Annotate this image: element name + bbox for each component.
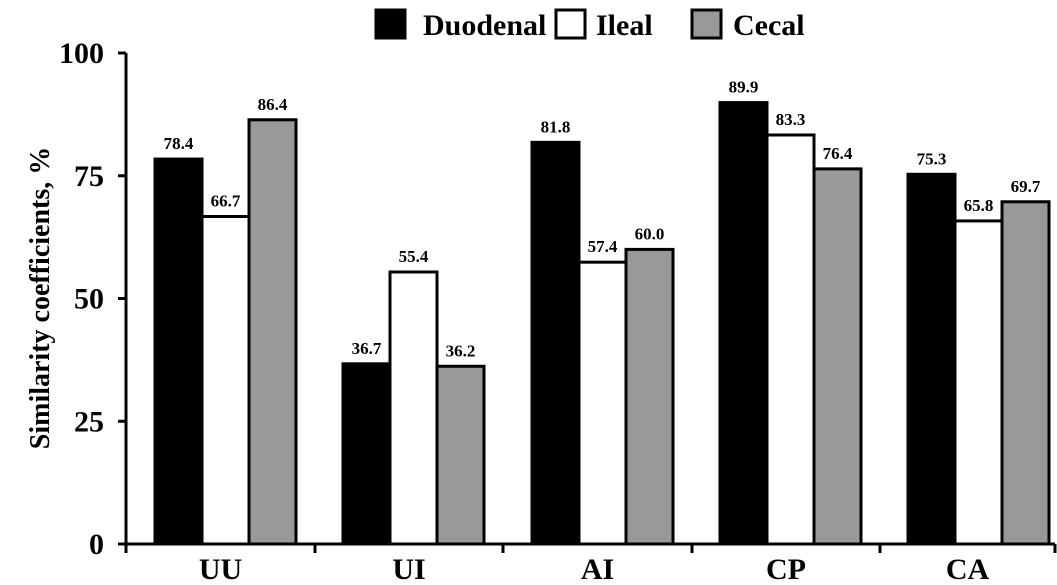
legend-label-ileal: Ileal (596, 9, 653, 42)
y-tick-label-0: 0 (89, 528, 104, 561)
legend-swatch-cecal (690, 8, 723, 40)
x-category-label-ui: UI (392, 553, 425, 585)
bar-ui-ileal (388, 270, 439, 546)
x-category-label-cp: CP (766, 553, 806, 585)
value-label-uu-ileal: 66.7 (211, 192, 241, 211)
legend-label-cecal: Cecal (733, 9, 805, 42)
bar-ai-ileal (577, 260, 628, 546)
bars (153, 101, 1051, 546)
value-label-ca-ileal: 65.8 (964, 196, 994, 215)
y-tick-label-25: 25 (74, 405, 104, 438)
bar-ai-duodenal (530, 140, 581, 546)
bar-ca-ileal (953, 219, 1004, 546)
x-category-label-ca: CA (946, 553, 990, 585)
value-label-ui-duodenal: 36.7 (352, 339, 382, 358)
bar-ca-duodenal (906, 172, 957, 546)
x-category-label-uu: UU (199, 553, 242, 585)
legend-swatch-ileal (554, 8, 587, 40)
bar-uu-duodenal (153, 157, 204, 546)
bar-cp-ileal (765, 133, 816, 546)
legend: Duodenal Ileal Cecal (374, 8, 805, 42)
value-label-ca-duodenal: 75.3 (917, 149, 947, 168)
y-tick-label-50: 50 (74, 283, 104, 316)
bar-uu-ileal (200, 215, 251, 546)
x-category-label-ai: AI (581, 553, 614, 585)
value-label-cp-ileal: 83.3 (776, 110, 806, 129)
value-label-ui-ileal: 55.4 (399, 247, 429, 266)
bar-ui-cecal (435, 364, 486, 546)
bar-cp-duodenal (718, 101, 769, 546)
value-label-cp-duodenal: 89.9 (729, 78, 759, 97)
value-label-cp-cecal: 76.4 (823, 144, 853, 163)
y-tick-label-75: 75 (74, 160, 104, 193)
value-label-ai-cecal: 60.0 (635, 224, 665, 243)
y-tick-label-100: 100 (59, 37, 104, 70)
value-label-uu-duodenal: 78.4 (164, 134, 194, 153)
bar-ai-cecal (624, 247, 675, 546)
y-axis-title: Similarity coefficients, % (25, 147, 56, 449)
bar-ui-duodenal (341, 362, 392, 546)
value-label-ca-cecal: 69.7 (1011, 177, 1041, 196)
legend-swatch-duodenal (374, 8, 407, 40)
bar-uu-cecal (247, 118, 298, 546)
value-label-ui-cecal: 36.2 (446, 341, 476, 360)
legend-label-duodenal: Duodenal (423, 9, 546, 42)
data-labels: 78.4 66.7 86.4 36.7 55.4 36.2 81.8 57.4 60.0 89.9… (164, 78, 1041, 361)
value-label-ai-duodenal: 81.8 (541, 117, 571, 136)
bar-ca-cecal (1000, 200, 1051, 546)
value-label-ai-ileal: 57.4 (588, 237, 618, 256)
value-label-uu-cecal: 86.4 (258, 95, 288, 114)
bar-cp-cecal (812, 167, 863, 546)
